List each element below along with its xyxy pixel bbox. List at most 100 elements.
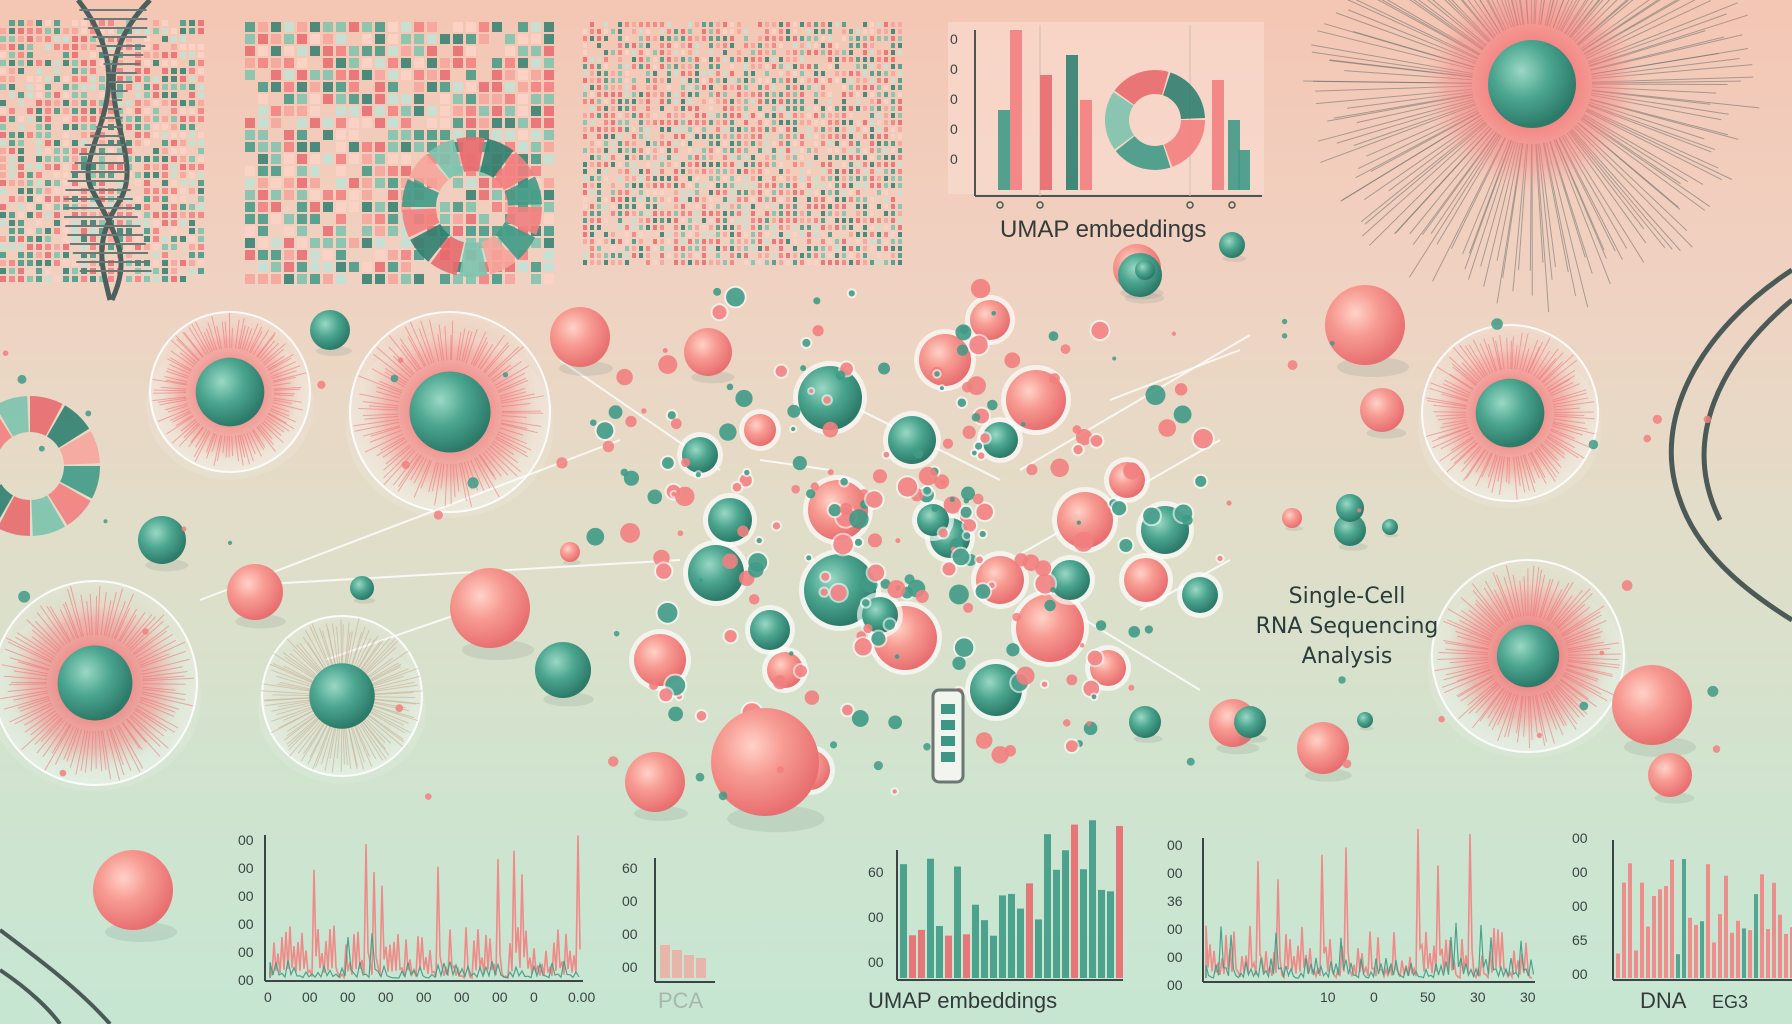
cell-ray [1538, 352, 1564, 381]
barcode-cell [27, 36, 33, 42]
barcode-cell [45, 60, 51, 66]
barcode-cell [898, 246, 902, 251]
barcode-cell [611, 260, 615, 265]
cell-ray [140, 696, 180, 710]
barcode-cell [583, 183, 587, 188]
barcode-cell [807, 176, 811, 181]
barcode-cell [27, 228, 33, 234]
barcode-cell [153, 156, 159, 162]
barcode-cell [162, 164, 168, 170]
barcode-cell [135, 84, 141, 90]
barcode-cell [531, 154, 541, 164]
barcode-cell [744, 78, 748, 83]
barcode-cell [189, 156, 195, 162]
umap-bar [972, 904, 979, 978]
barcode-cell [362, 106, 372, 116]
barcode-cell [9, 140, 15, 146]
barcode-cell [716, 29, 720, 34]
barcode-cell [723, 71, 727, 76]
barcode-cell [891, 204, 895, 209]
barcode-cell [144, 276, 150, 282]
cell-ray [482, 452, 502, 477]
barcode-cell [590, 253, 594, 258]
cell-ray [273, 399, 293, 404]
barcode-cell [772, 22, 776, 27]
barcode-cell [45, 92, 51, 98]
axis-tick: 60 [868, 864, 884, 880]
sphere [711, 708, 819, 816]
barcode-cell [583, 99, 587, 104]
barcode-cell [479, 250, 489, 260]
barcode-cell [36, 36, 42, 42]
sphere-dot [923, 743, 931, 751]
barcode-cell [744, 141, 748, 146]
barcode-cell [786, 148, 790, 153]
cell-ray [126, 718, 161, 757]
barcode-cell [180, 188, 186, 194]
barcode-cell [440, 94, 450, 104]
barcode-cell [653, 211, 657, 216]
node-dot [1066, 674, 1078, 686]
cell-ray [270, 408, 290, 417]
umap-bar [999, 895, 1006, 978]
barcode-cell [730, 127, 734, 132]
node-dot [586, 527, 605, 546]
barcode-cell [0, 260, 6, 266]
barcode-cell [751, 246, 755, 251]
barcode-cell [660, 106, 664, 111]
barcode-cell [877, 113, 881, 118]
barcode-cell [821, 71, 825, 76]
cell-ray [113, 593, 134, 640]
barcode-cell [800, 85, 804, 90]
barcode-cell [695, 120, 699, 125]
barcode-cell [45, 260, 51, 266]
barcode-cell [870, 246, 874, 251]
barcode-cell [765, 120, 769, 125]
barcode-cell [793, 106, 797, 111]
cell-nucleus [309, 663, 375, 729]
barcode-cell [297, 70, 307, 80]
barcode-cell [681, 232, 685, 237]
cell-ray [1543, 440, 1566, 459]
barcode-cell [674, 99, 678, 104]
donut-segment [0, 481, 1, 484]
barcode-cell [284, 262, 294, 272]
barcode-cell [362, 274, 372, 284]
barcode-cell [171, 44, 177, 50]
pca-bar [684, 955, 694, 978]
barcode-cell [611, 148, 615, 153]
barcode-cell [842, 260, 846, 265]
sphere-dot [103, 519, 108, 524]
barcode-cell [618, 169, 622, 174]
barcode-cell [646, 92, 650, 97]
cell-ray [1521, 348, 1530, 371]
barcode-cell [36, 76, 42, 82]
barcode-cell [590, 190, 594, 195]
cell-ray [1545, 588, 1563, 621]
cell-ray [117, 724, 144, 769]
barcode-cell [863, 162, 867, 167]
node-dot [913, 448, 924, 459]
barcode-cell [730, 183, 734, 188]
barcode-cell [877, 169, 881, 174]
barcode-cell [63, 92, 69, 98]
barcode-cell [440, 82, 450, 92]
barcode-cell [779, 92, 783, 97]
cell-ray [1513, 456, 1518, 500]
barcode-cell [688, 197, 692, 202]
node-dot [991, 310, 997, 316]
barcode-cell [814, 71, 818, 76]
barcode-cell [639, 239, 643, 244]
barcode-cell [877, 78, 881, 83]
barcode-cell [9, 196, 15, 202]
barcode-cell [453, 58, 463, 68]
barcode-cell [653, 22, 657, 27]
barcode-cell [297, 274, 307, 284]
barcode-cell [505, 46, 515, 56]
barcode-cell [800, 183, 804, 188]
barcode-cell [284, 226, 294, 236]
barcode-cell [891, 85, 895, 90]
barcode-cell [842, 71, 846, 76]
barcode-cell [884, 225, 888, 230]
barcode-cell [198, 204, 204, 210]
